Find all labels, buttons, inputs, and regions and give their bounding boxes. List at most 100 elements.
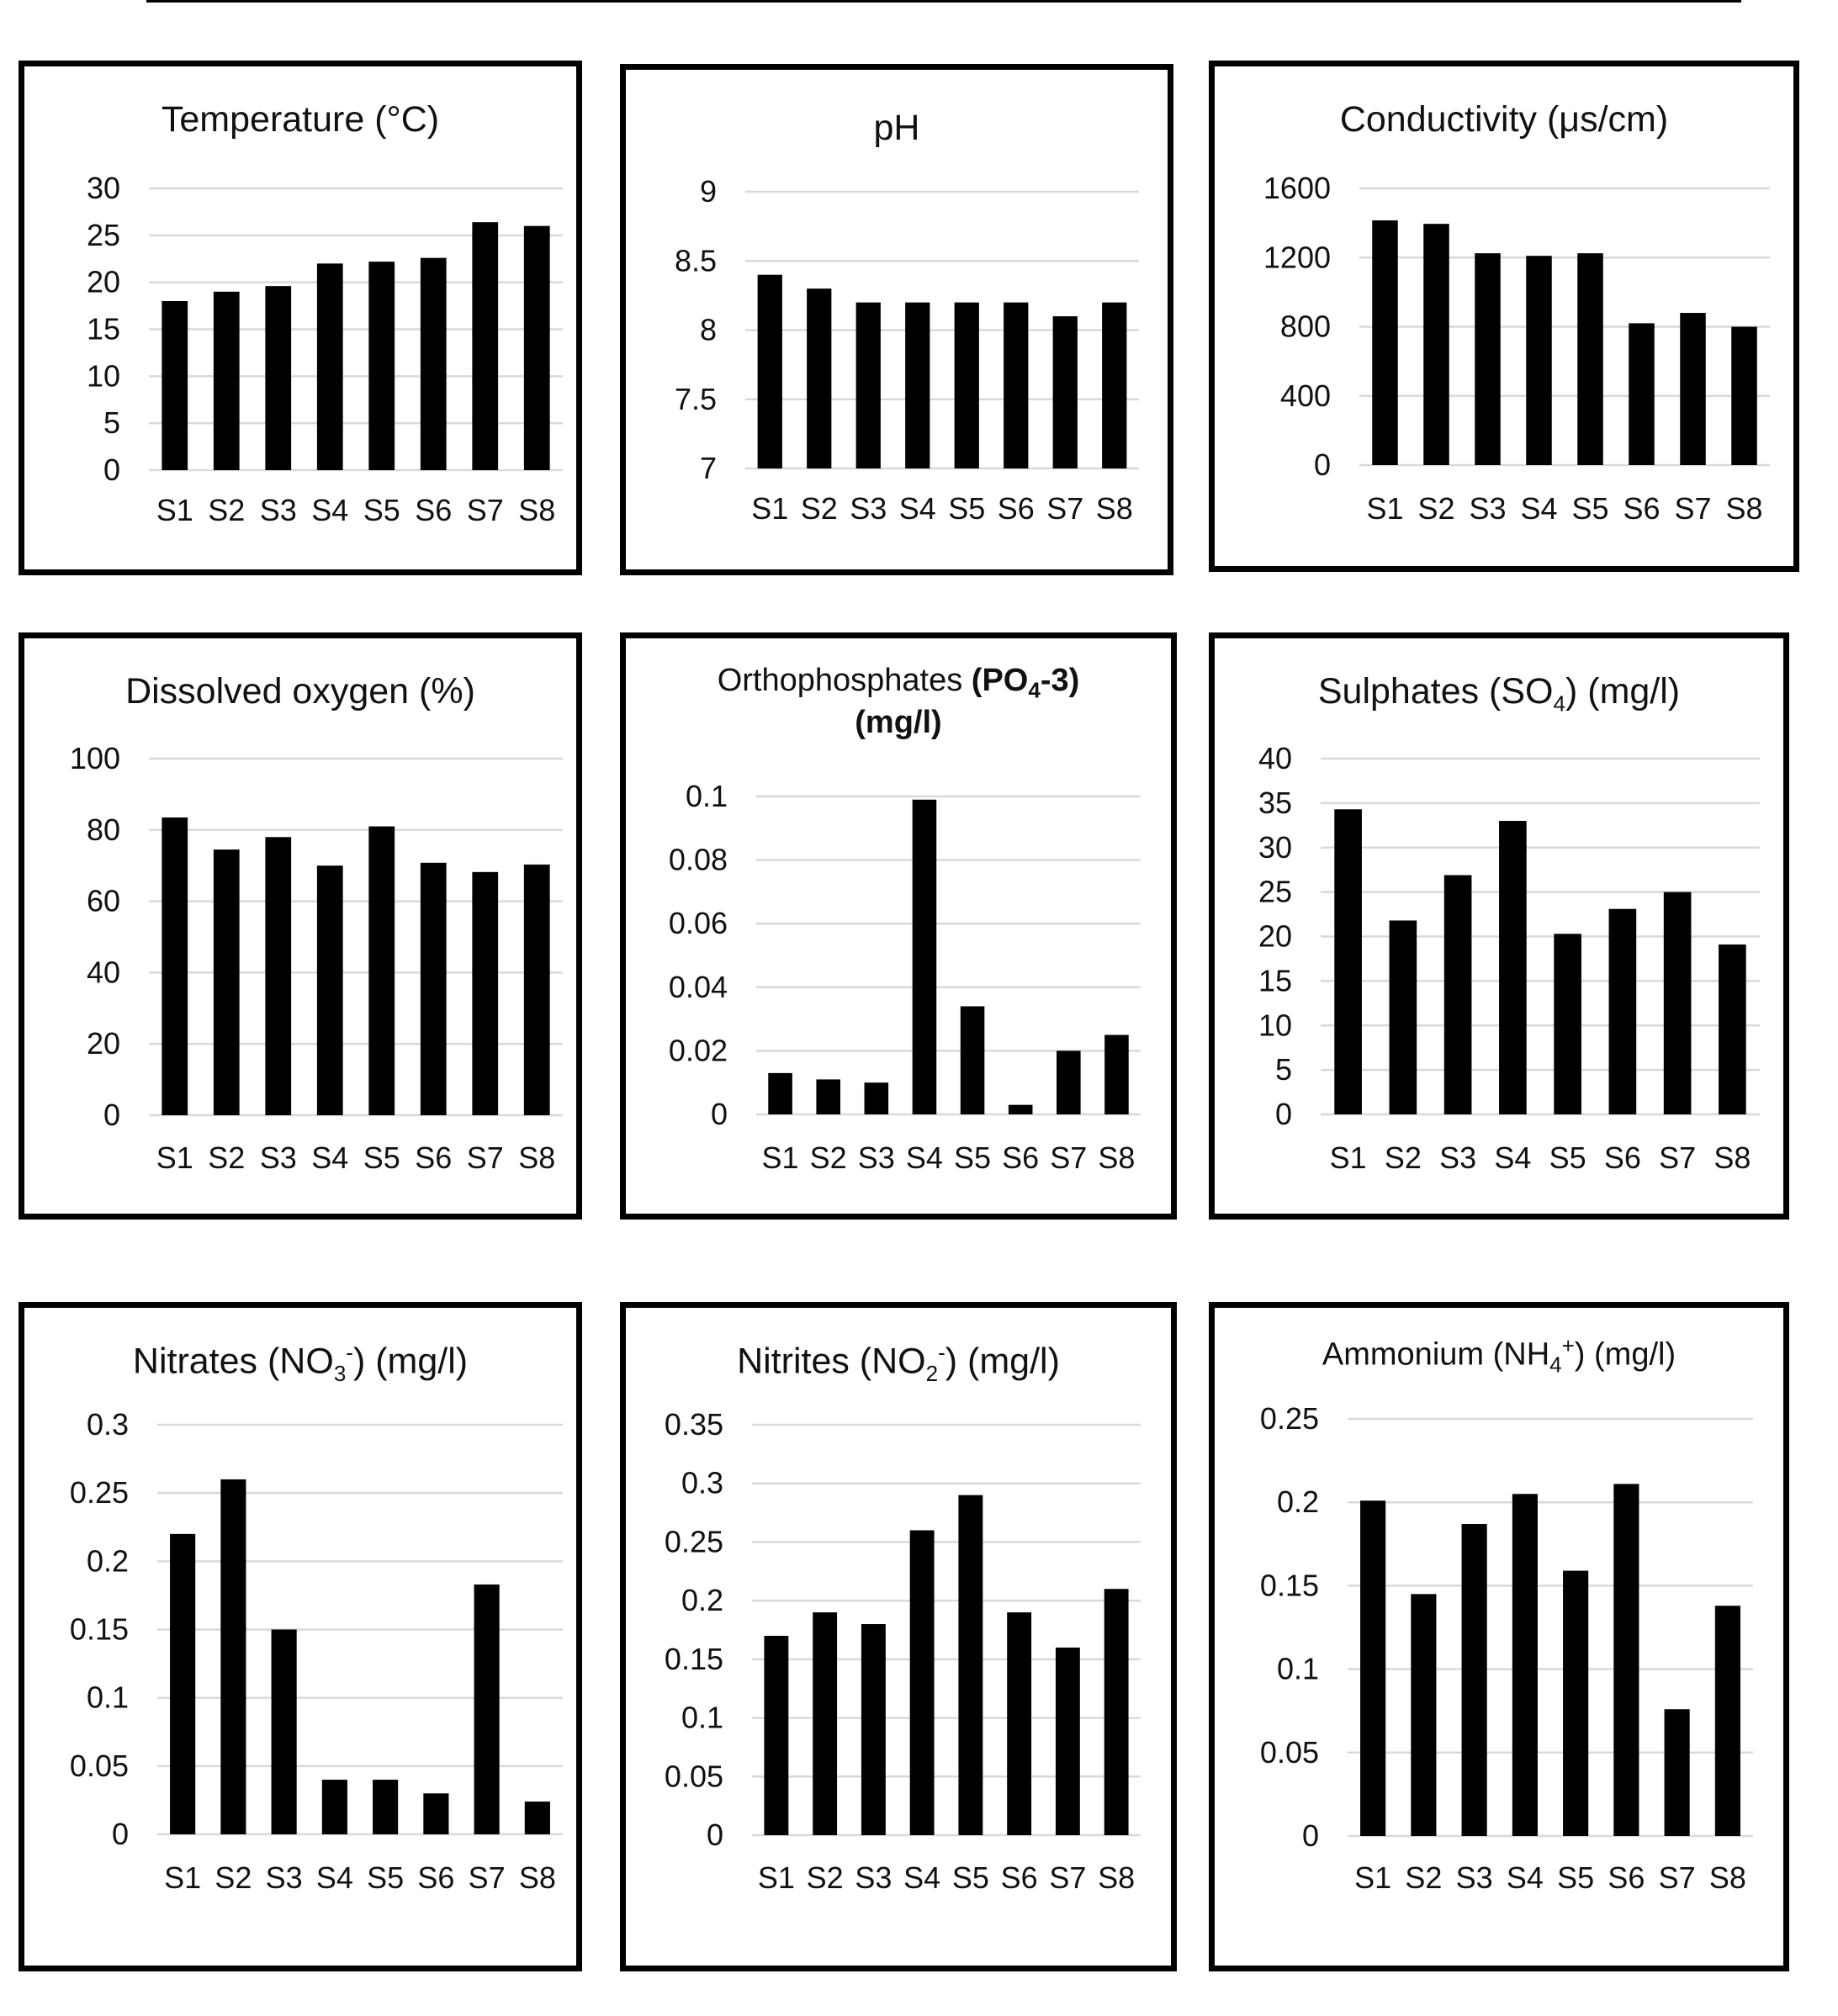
bar-s8 bbox=[1104, 1034, 1129, 1114]
y-tick-label: 0.15 bbox=[70, 1612, 129, 1647]
x-tick-label: S5 bbox=[1557, 1860, 1594, 1895]
y-tick-label: 0.08 bbox=[669, 843, 728, 877]
chart-title: Nitrates (NO3-) (mg/l) bbox=[132, 1340, 469, 1386]
x-tick-label: S1 bbox=[156, 493, 193, 527]
x-tick-label: S7 bbox=[1659, 1140, 1696, 1175]
y-tick-label: 0.1 bbox=[1277, 1652, 1319, 1686]
bar-s1 bbox=[170, 1533, 196, 1834]
y-tick-label: 0 bbox=[103, 452, 120, 487]
y-tick-label: 0 bbox=[711, 1097, 728, 1131]
bar-s6 bbox=[420, 257, 447, 470]
chart-panel-5: Orthophosphates (PO4-3) (mg/l) 0 0.02 0.04 0.… bbox=[620, 632, 1177, 1220]
bar-s3 bbox=[265, 286, 292, 470]
bar-s1 bbox=[1360, 1500, 1386, 1836]
x-tick-label: S6 bbox=[998, 491, 1035, 526]
bar-s7 bbox=[1664, 1709, 1690, 1836]
chart-title: Temperature (°C) bbox=[161, 99, 440, 140]
y-tick-label: 0 bbox=[1275, 1097, 1292, 1131]
x-tick-label: S2 bbox=[215, 1860, 252, 1895]
x-tick-label: S7 bbox=[1049, 1860, 1086, 1895]
bar-s8 bbox=[523, 864, 550, 1115]
x-tick-label: S3 bbox=[858, 1140, 895, 1175]
y-tick-label: 8.5 bbox=[675, 243, 717, 278]
chart-panel-3: Conductivity (μs/cm) 0 400 800 1200 1600 S1 S2 S… bbox=[1209, 61, 1799, 572]
y-tick-label: 0.05 bbox=[70, 1749, 129, 1783]
x-tick-label: S3 bbox=[1469, 491, 1506, 526]
bar-s7 bbox=[1680, 313, 1706, 465]
x-tick-label: S1 bbox=[156, 1140, 193, 1175]
chart-title: Orthophosphates (PO4-3) (mg/l) bbox=[717, 663, 1080, 740]
bar-s6 bbox=[423, 1793, 449, 1834]
y-tick-label: 20 bbox=[87, 265, 120, 299]
bar-s4 bbox=[912, 799, 937, 1114]
x-tick-label: S3 bbox=[260, 1140, 297, 1175]
x-tick-label: S8 bbox=[518, 1140, 555, 1175]
x-tick-label: S3 bbox=[260, 493, 297, 527]
bar-s3 bbox=[1443, 875, 1472, 1114]
bar-s1 bbox=[162, 301, 188, 470]
y-tick-label: 0 bbox=[112, 1817, 129, 1851]
y-tick-label: 40 bbox=[87, 955, 120, 989]
bar-s4 bbox=[1499, 821, 1527, 1114]
y-tick-label: 0.06 bbox=[669, 906, 728, 940]
bar-s3 bbox=[855, 302, 881, 468]
y-tick-label: 5 bbox=[1275, 1052, 1292, 1087]
bar-chart-svg: 0 20 40 60 80 100 S1 S2 S3 S4 S5 S6 S7 S8 bbox=[70, 741, 563, 1175]
bar-s8 bbox=[523, 225, 550, 470]
x-tick-label: S6 bbox=[417, 1860, 454, 1895]
bar-s6 bbox=[1608, 908, 1637, 1114]
x-tick-label: S4 bbox=[311, 493, 348, 527]
y-tick-label: 1200 bbox=[1263, 240, 1331, 274]
chart-panel-2: pH 7 7.5 8 8.5 9 S1 S2 S3 S4 S5 S6 S7 S8 bbox=[620, 64, 1173, 575]
x-tick-label: S5 bbox=[363, 1140, 400, 1175]
y-tick-label: 1600 bbox=[1263, 171, 1331, 205]
bar-s6 bbox=[1007, 1612, 1032, 1835]
x-tick-label: S6 bbox=[1604, 1140, 1641, 1175]
bar-s5 bbox=[368, 826, 395, 1115]
bar-s7 bbox=[472, 871, 499, 1115]
bar-s4 bbox=[316, 263, 343, 470]
x-tick-label: S3 bbox=[855, 1860, 892, 1895]
y-tick-label: 35 bbox=[1258, 786, 1292, 820]
x-tick-label: S8 bbox=[1714, 1140, 1751, 1175]
y-tick-label: 8 bbox=[700, 313, 717, 347]
bar-s8 bbox=[1104, 1589, 1129, 1835]
chart-panel-1: Temperature (°C) 0 5 10 15 20 25 30 S1 S2 S3 S4 S5 S6… bbox=[19, 61, 582, 575]
y-tick-label: 0.02 bbox=[669, 1033, 728, 1067]
chart-panel-8: Nitrites (NO2-) (mg/l) 0 0.05 0.1 0.15 0.2 0.2… bbox=[620, 1302, 1177, 1971]
y-tick-label: 0.2 bbox=[681, 1583, 723, 1617]
x-tick-label: S3 bbox=[1456, 1860, 1493, 1895]
bar-s3 bbox=[265, 837, 292, 1115]
y-tick-label: 0.15 bbox=[1260, 1568, 1319, 1602]
y-tick-label: 0.05 bbox=[1260, 1735, 1319, 1770]
y-tick-label: 15 bbox=[1258, 963, 1292, 997]
bar-chart-svg: 0 5 10 15 20 25 30 S1 S2 S3 S4 S5 S6 S7 S8 bbox=[87, 171, 563, 527]
x-tick-label: S4 bbox=[899, 491, 936, 526]
chart-title: Conductivity (μs/cm) bbox=[1339, 99, 1669, 140]
x-tick-label: S1 bbox=[758, 1860, 795, 1895]
y-tick-label: 9 bbox=[700, 174, 717, 209]
bar-s7 bbox=[474, 1584, 500, 1834]
y-tick-label: 10 bbox=[1258, 1008, 1292, 1042]
y-tick-label: 25 bbox=[87, 218, 120, 252]
bar-s5 bbox=[368, 262, 395, 470]
bar-s6 bbox=[1004, 302, 1029, 468]
x-tick-label: S2 bbox=[807, 1860, 844, 1895]
y-tick-label: 100 bbox=[70, 741, 120, 775]
x-tick-label: S2 bbox=[1385, 1140, 1422, 1175]
y-tick-label: 7.5 bbox=[675, 382, 717, 416]
bar-s4 bbox=[909, 1530, 935, 1835]
x-tick-label: S5 bbox=[1549, 1140, 1586, 1175]
chart-title: Dissolved oxygen (%) bbox=[125, 671, 475, 712]
y-tick-label: 800 bbox=[1280, 310, 1331, 344]
bar-s3 bbox=[1461, 1523, 1487, 1836]
x-tick-label: S2 bbox=[208, 1140, 245, 1175]
x-tick-label: S2 bbox=[1417, 491, 1454, 526]
y-tick-label: 0.1 bbox=[87, 1680, 129, 1715]
y-tick-label: 5 bbox=[103, 405, 120, 440]
y-tick-label: 0.3 bbox=[681, 1466, 723, 1500]
bar-s2 bbox=[213, 291, 240, 470]
x-tick-label: S8 bbox=[1098, 1140, 1135, 1175]
bar-s2 bbox=[1389, 920, 1417, 1114]
bar-s8 bbox=[1719, 945, 1746, 1114]
